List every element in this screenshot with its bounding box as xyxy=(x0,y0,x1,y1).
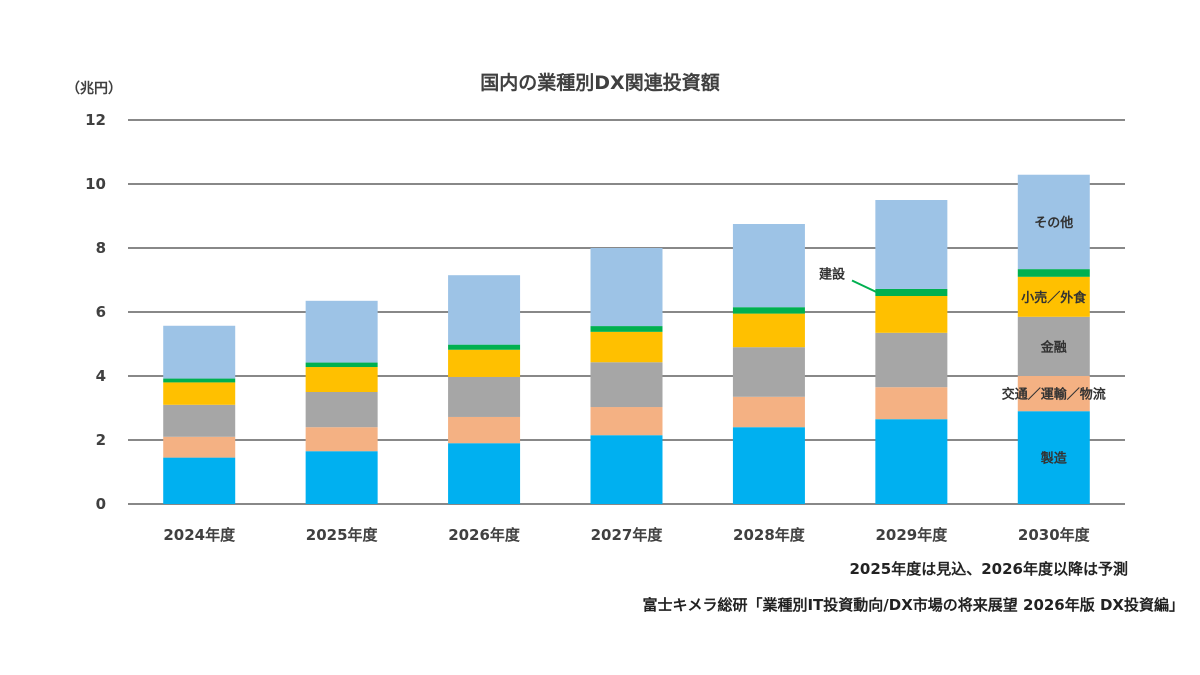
y-axis-unit-label: （兆円） xyxy=(66,81,122,97)
forecast-note: 2025年度は見込、2026年度以降は予測 xyxy=(849,560,1129,578)
bar-segment xyxy=(163,457,236,504)
chart-title: 国内の業種別DX関連投資額 xyxy=(480,72,720,94)
bar-segment xyxy=(732,224,805,308)
y-tick-label: 8 xyxy=(96,239,106,257)
series-label: その他 xyxy=(1034,215,1073,231)
bar-segment xyxy=(448,349,521,377)
bar-segment xyxy=(875,296,948,333)
x-tick-label: 2027年度 xyxy=(591,526,664,544)
bar-segment xyxy=(305,392,378,428)
bar-segment xyxy=(448,376,521,417)
bar-segment xyxy=(875,387,948,420)
source-citation: 富士キメラ総研「業種別IT投資動向/DX市場の将来展望 2026年版 DX投資編… xyxy=(642,596,1184,614)
bar-segment xyxy=(163,378,236,383)
bar-segment xyxy=(732,347,805,397)
series-label: 交通／運輸／物流 xyxy=(1002,387,1106,403)
bar-segment xyxy=(448,275,521,345)
bar-segment xyxy=(163,404,236,437)
bar-segment xyxy=(590,248,663,327)
bar-segment xyxy=(1017,174,1090,270)
bar-segment xyxy=(1017,269,1090,277)
bar-segment xyxy=(732,307,805,314)
series-label-callout: 建設 xyxy=(819,266,846,282)
bar-segment xyxy=(163,325,236,379)
bar-segment xyxy=(875,200,948,289)
bar-segment xyxy=(163,436,236,458)
bar-segment xyxy=(305,300,378,363)
bar-segment xyxy=(305,367,378,392)
bar-segment xyxy=(305,362,378,368)
series-label: 製造 xyxy=(1040,451,1068,467)
bar-segment xyxy=(590,362,663,408)
x-tick-label: 2024年度 xyxy=(163,526,236,544)
bar-segment xyxy=(448,344,521,350)
bar-segment xyxy=(590,331,663,363)
bar-segment xyxy=(163,382,236,405)
y-tick-label: 2 xyxy=(96,431,106,449)
y-tick-label: 12 xyxy=(85,111,106,129)
y-tick-label: 10 xyxy=(85,175,106,193)
x-tick-label: 2029年度 xyxy=(875,526,948,544)
series-label: 金融 xyxy=(1040,339,1067,355)
bar-segment xyxy=(448,443,521,504)
bar-segment xyxy=(1017,316,1090,376)
bar-segment xyxy=(590,326,663,332)
bar-segment xyxy=(732,427,805,504)
bar-segment xyxy=(305,427,378,452)
y-tick-label: 6 xyxy=(96,303,106,321)
bar-segment xyxy=(732,396,805,428)
bar-segment xyxy=(875,332,948,388)
bar-segment xyxy=(305,451,378,504)
bar-segment xyxy=(448,416,521,444)
y-tick-label: 0 xyxy=(96,495,106,513)
series-label: 小売／外食 xyxy=(1021,290,1087,306)
x-tick-label: 2030年度 xyxy=(1018,526,1091,544)
bar-segment xyxy=(1017,411,1090,504)
y-tick-label: 4 xyxy=(96,367,106,385)
x-tick-label: 2025年度 xyxy=(306,526,379,544)
bar-segment xyxy=(590,407,663,436)
x-tick-label: 2028年度 xyxy=(733,526,806,544)
x-tick-label: 2026年度 xyxy=(448,526,521,544)
bar-segment xyxy=(1017,376,1090,412)
bar-segment xyxy=(1017,276,1090,317)
bar-segment xyxy=(875,419,948,504)
bar-segment xyxy=(590,435,663,504)
callout-line xyxy=(851,279,878,294)
bar-segment xyxy=(732,313,805,348)
bar-segment xyxy=(875,288,948,296)
